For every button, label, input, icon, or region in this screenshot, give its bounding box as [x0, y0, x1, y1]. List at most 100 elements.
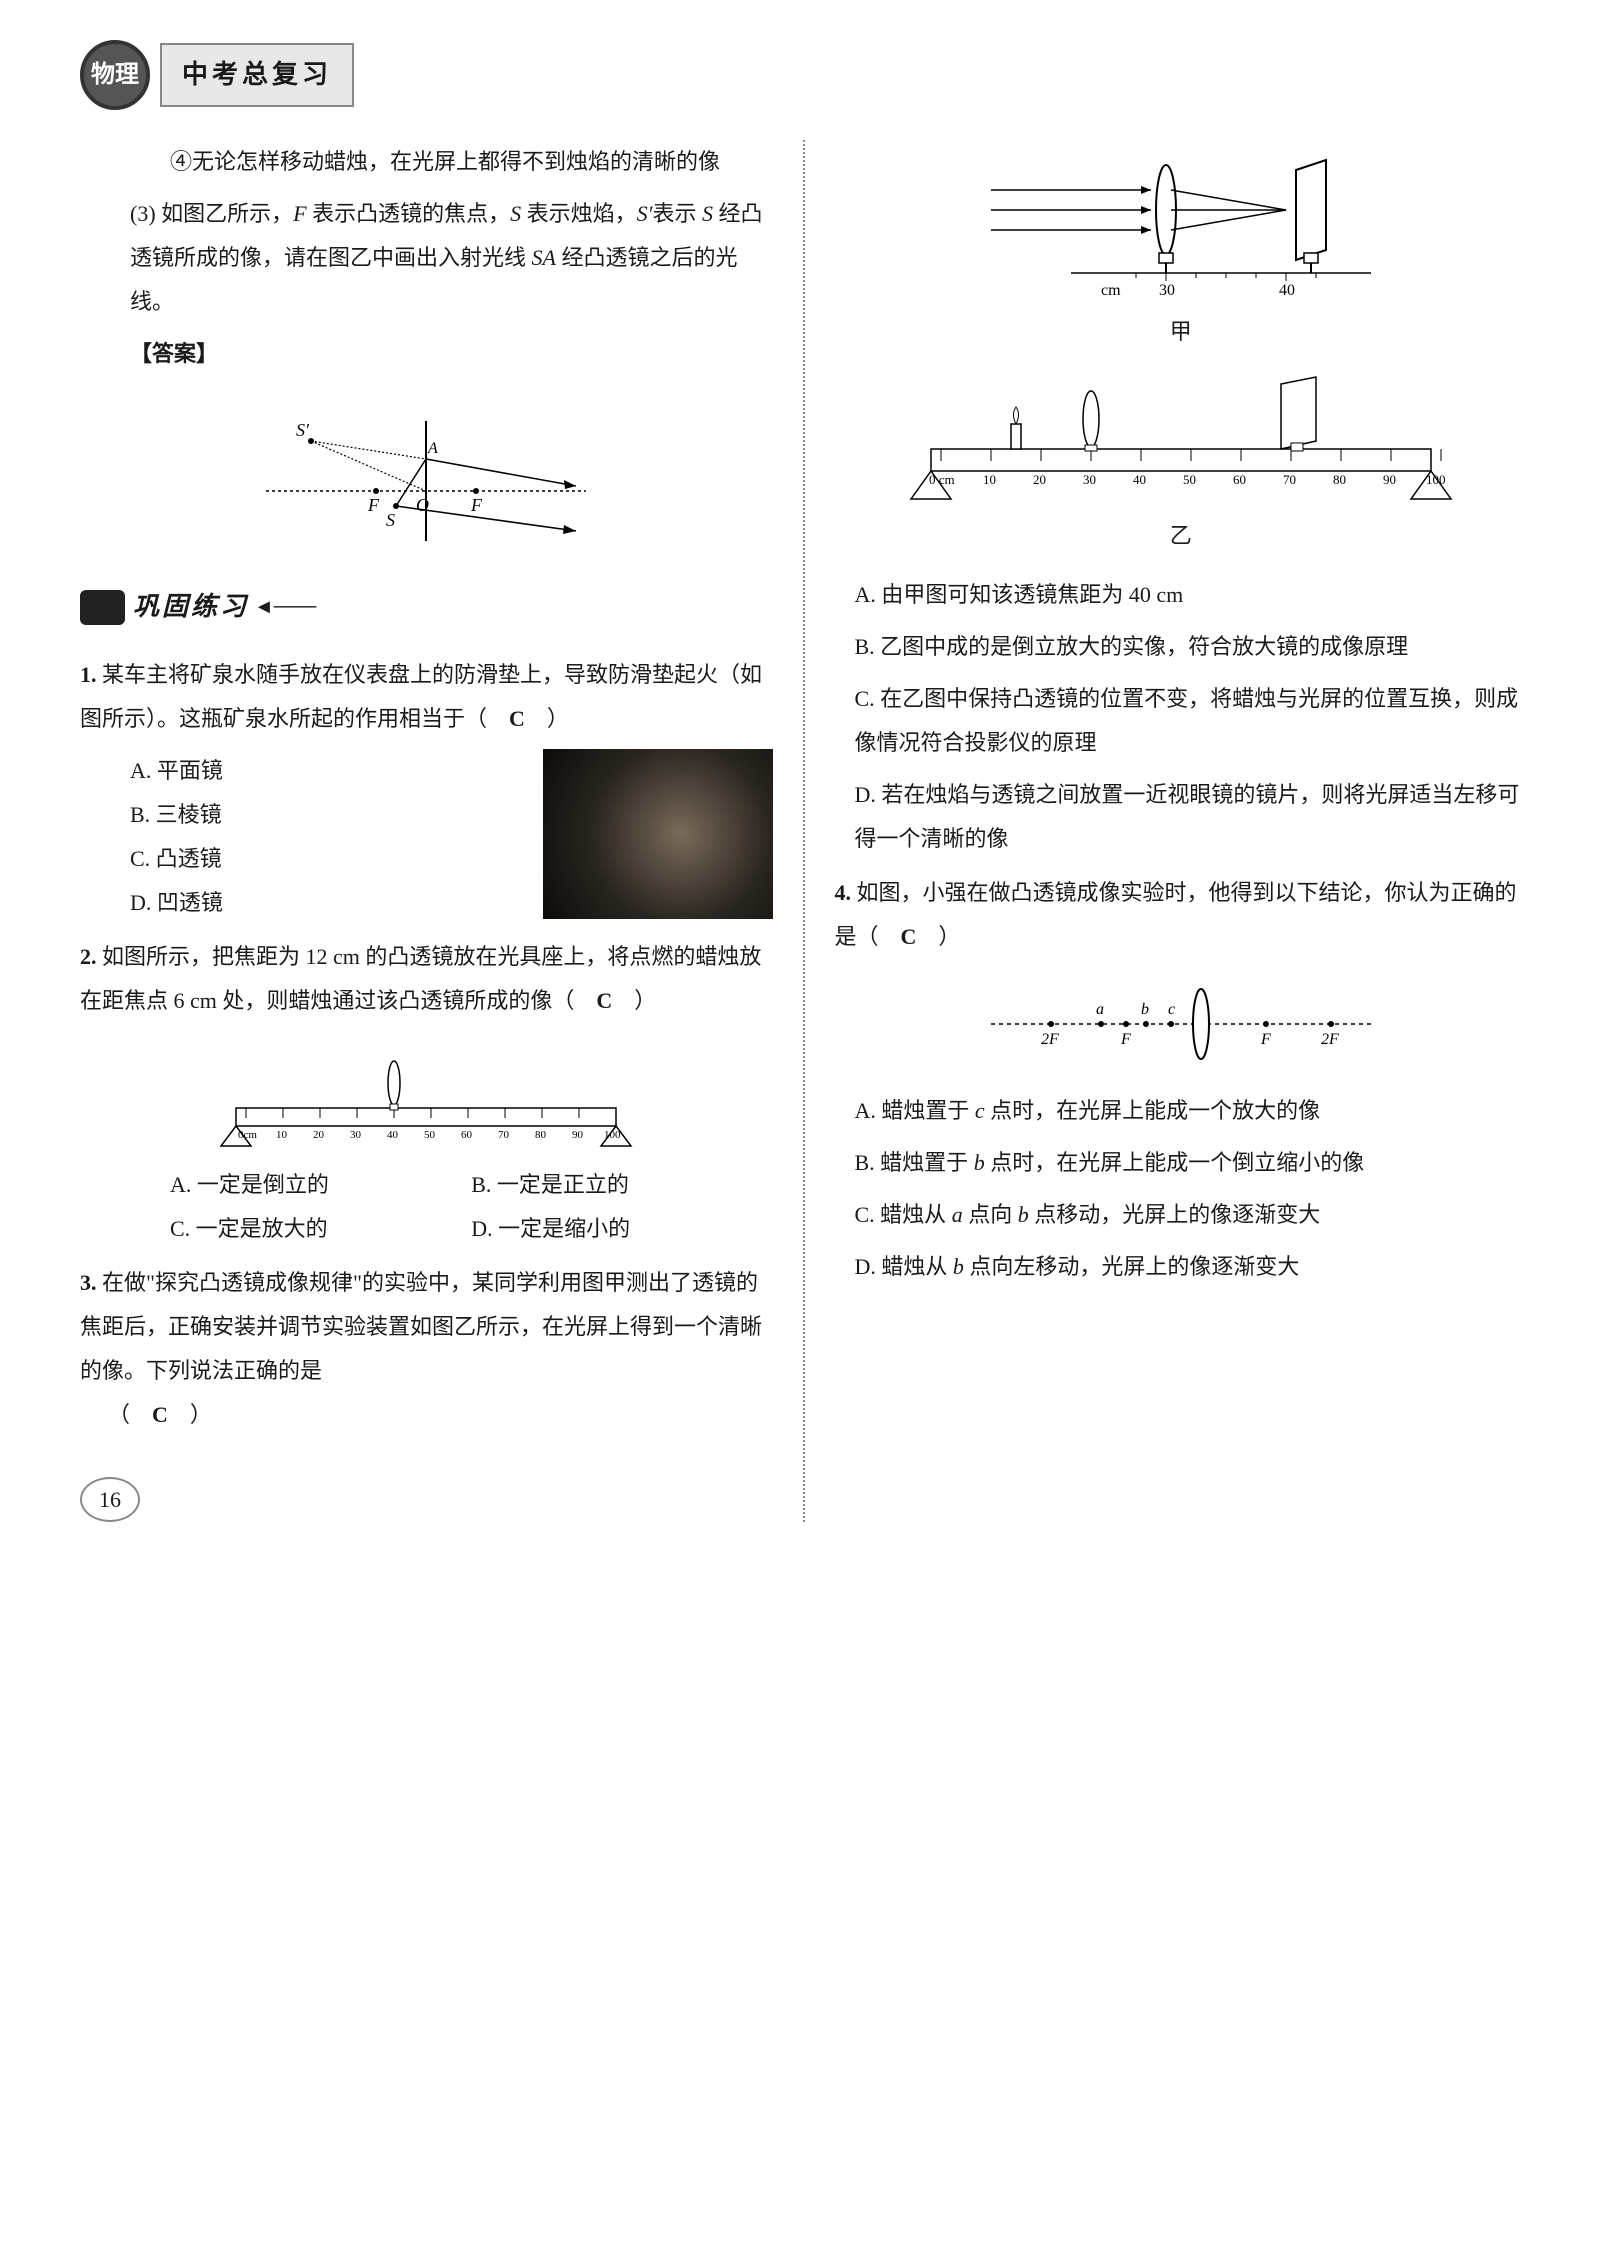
svg-text:40: 40 [387, 1129, 399, 1141]
svg-text:20: 20 [313, 1129, 325, 1141]
q2-optD: D. 一定是缩小的 [471, 1207, 772, 1251]
q1-answer: C [509, 706, 525, 731]
var-b: b [1018, 1202, 1029, 1227]
q4-diagram: a b c 2F F F 2F [835, 974, 1528, 1074]
label-sprime: S′ [296, 420, 310, 440]
q1-photo [543, 749, 773, 919]
text: A. 蜡烛置于 [855, 1098, 975, 1123]
q2-text: 如图所示，把焦距为 12 cm 的凸透镜放在光具座上，将点燃的蜡烛放在距焦点 6… [80, 944, 761, 1013]
q4-answer: C [901, 924, 917, 949]
label-f1: F [367, 495, 380, 515]
section-icon [80, 590, 125, 625]
svg-text:a: a [1096, 1001, 1104, 1018]
text: 点移动，光屏上的像逐渐变大 [1029, 1202, 1321, 1227]
q4-optC: C. 蜡烛从 a 点向 b 点移动，光屏上的像逐渐变大 [835, 1193, 1528, 1237]
q3-optD: D. 若在烛焰与透镜之间放置一近视眼镜的镜片，则将光屏适当左移可得一个清晰的像 [835, 773, 1528, 861]
q1-optB: B. 三棱镜 [80, 793, 523, 837]
label-a: A [427, 440, 438, 457]
question-3: 3. 在做"探究凸透镜成像规律"的实验中，某同学利用图甲测出了透镜的焦距后，正确… [80, 1261, 773, 1437]
q4-num: 4. [835, 880, 852, 905]
var-sa: SA [532, 245, 556, 270]
question-4: 4. 如图，小强在做凸透镜成像实验时，他得到以下结论，你认为正确的是（ C ） [835, 871, 1528, 959]
svg-text:b: b [1141, 1001, 1149, 1018]
q1-optC: C. 凸透镜 [80, 837, 523, 881]
q1-text: 某车主将矿泉水随手放在仪表盘上的防滑垫上，导致防滑垫起火（如图所示）。这瓶矿泉水… [80, 662, 762, 731]
q3-optC: C. 在乙图中保持凸透镜的位置不变，将蜡烛与光屏的位置互换，则成像情况符合投影仪… [835, 677, 1528, 765]
q2-answer: C [596, 988, 612, 1013]
lens-ray-diagram: S′ A S F O F [80, 391, 773, 551]
q3-optA: A. 由甲图可知该透镜焦距为 40 cm [835, 573, 1528, 617]
text: 点时，在光屏上能成一个放大的像 [985, 1098, 1321, 1123]
svg-text:40: 40 [1133, 472, 1146, 487]
svg-text:0cm: 0cm [238, 1129, 257, 1141]
q3-answer: C [152, 1402, 168, 1427]
svg-text:70: 70 [498, 1129, 510, 1141]
text: 点向 [963, 1202, 1018, 1227]
svg-text:c: c [1168, 1001, 1175, 1018]
svg-text:30: 30 [1083, 472, 1096, 487]
svg-text:10: 10 [983, 472, 996, 487]
subject-badge: 物理 [80, 40, 150, 110]
svg-text:F: F [1120, 1031, 1131, 1048]
arrow-deco-icon: ◄─── [254, 587, 316, 627]
section-header: 巩固练习 ◄─── [80, 581, 773, 633]
answer-label: 【答案】 [80, 332, 773, 376]
q3-optB: B. 乙图中成的是倒立放大的实像，符合放大镜的成像原理 [835, 625, 1528, 669]
svg-text:50: 50 [424, 1129, 436, 1141]
page-header: 物理 中考总复习 [80, 40, 1527, 110]
var-s2: S [702, 201, 713, 226]
svg-text:80: 80 [535, 1129, 547, 1141]
svg-text:60: 60 [461, 1129, 473, 1141]
q4-optB: B. 蜡烛置于 b 点时，在光屏上能成一个倒立缩小的像 [835, 1141, 1528, 1185]
q2-optC: C. 一定是放大的 [170, 1207, 471, 1251]
question-1: 1. 某车主将矿泉水随手放在仪表盘上的防滑垫上，导致防滑垫起火（如图所示）。这瓶… [80, 653, 773, 741]
content-columns: ④无论怎样移动蜡烛，在光屏上都得不到烛焰的清晰的像 (3) 如图乙所示，F 表示… [80, 140, 1527, 1522]
var-s: S [510, 201, 521, 226]
q1-num: 1. [80, 662, 97, 687]
var-c: c [975, 1098, 985, 1123]
page-number: 16 [80, 1477, 140, 1522]
svg-text:2F: 2F [1321, 1031, 1339, 1048]
text: 点向左移动，光屏上的像逐渐变大 [964, 1254, 1300, 1279]
fig-jia-label: 甲 [835, 310, 1528, 354]
label-s: S [386, 510, 395, 530]
ruler-40: 40 [1279, 282, 1295, 299]
label-f2: F [470, 495, 483, 515]
question-2: 2. 如图所示，把焦距为 12 cm 的凸透镜放在光具座上，将点燃的蜡烛放在距焦… [80, 935, 773, 1023]
q3-num: 3. [80, 1270, 97, 1295]
svg-text:60: 60 [1233, 472, 1246, 487]
svg-text:10: 10 [276, 1129, 288, 1141]
svg-text:20: 20 [1033, 472, 1046, 487]
var-f: F [293, 201, 306, 226]
continuation-item-3: (3) 如图乙所示，F 表示凸透镜的焦点，S 表示烛焰，S′表示 S 经凸透镜所… [80, 192, 773, 324]
text: (3) 如图乙所示， [130, 201, 293, 226]
chapter-title: 中考总复习 [160, 43, 354, 107]
label-o: O [416, 495, 429, 515]
figure-yi: 0 cm 1020 3040 5060 7080 90100 乙 [835, 369, 1528, 558]
var-b: b [974, 1150, 985, 1175]
q2-optB: B. 一定是正立的 [471, 1163, 772, 1207]
text: 点时，在光屏上能成一个倒立缩小的像 [985, 1150, 1365, 1175]
section-title: 巩固练习 [133, 581, 249, 633]
left-column: ④无论怎样移动蜡烛，在光屏上都得不到烛焰的清晰的像 (3) 如图乙所示，F 表示… [80, 140, 773, 1522]
q4-optA: A. 蜡烛置于 c 点时，在光屏上能成一个放大的像 [835, 1089, 1528, 1133]
q1-options-row: A. 平面镜 B. 三棱镜 C. 凸透镜 D. 凹透镜 [80, 749, 773, 925]
fig-yi-label: 乙 [835, 514, 1528, 558]
q2-optical-bench: 0cm 1020 3040 5060 7080 90100 [80, 1038, 773, 1148]
text: 表示凸透镜的焦点， [307, 201, 511, 226]
text: C. 蜡烛从 [855, 1202, 952, 1227]
svg-text:2F: 2F [1041, 1031, 1059, 1048]
q4-optD: D. 蜡烛从 b 点向左移动，光屏上的像逐渐变大 [835, 1245, 1528, 1289]
ruler-cm: cm [1101, 282, 1121, 299]
svg-text:F: F [1260, 1031, 1271, 1048]
q1-optA: A. 平面镜 [80, 749, 523, 793]
q2-options: A. 一定是倒立的 B. 一定是正立的 [80, 1163, 773, 1207]
figure-jia: cm 30 40 甲 [835, 155, 1528, 354]
svg-text:70: 70 [1283, 472, 1296, 487]
var-sprime: S′ [637, 201, 653, 226]
q1-optD: D. 凹透镜 [80, 881, 523, 925]
var-b: b [953, 1254, 964, 1279]
svg-text:90: 90 [572, 1129, 584, 1141]
var-a: a [952, 1202, 963, 1227]
text: B. 蜡烛置于 [855, 1150, 974, 1175]
